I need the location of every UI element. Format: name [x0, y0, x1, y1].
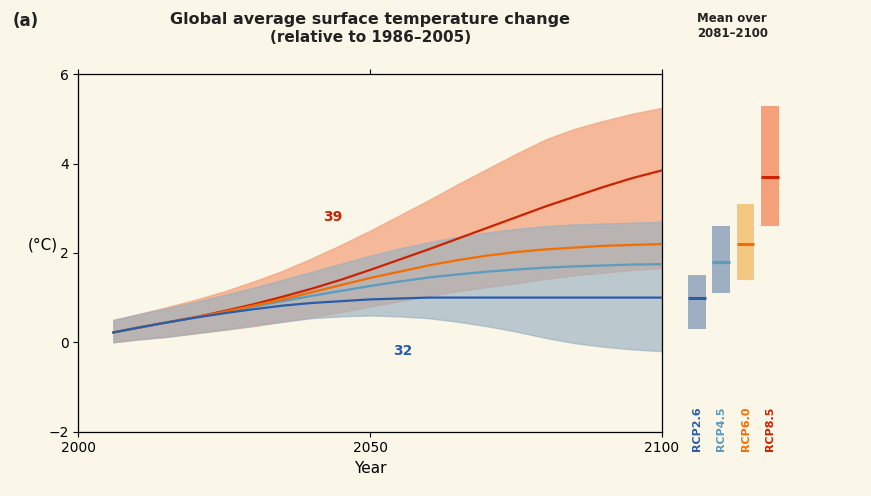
Y-axis label: (°C): (°C)	[28, 238, 57, 253]
Text: (relative to 1986–2005): (relative to 1986–2005)	[270, 30, 470, 45]
Text: RCP4.5: RCP4.5	[716, 407, 726, 451]
X-axis label: Year: Year	[354, 461, 387, 476]
Text: 32: 32	[394, 344, 413, 358]
Text: Global average surface temperature change: Global average surface temperature chang…	[170, 12, 571, 27]
Text: Mean over
2081–2100: Mean over 2081–2100	[697, 12, 768, 40]
Text: RCP6.0: RCP6.0	[740, 407, 751, 451]
Text: RCP8.5: RCP8.5	[765, 407, 775, 451]
Text: (a): (a)	[13, 12, 39, 30]
Text: RCP2.6: RCP2.6	[692, 407, 702, 451]
Text: 39: 39	[323, 210, 343, 224]
